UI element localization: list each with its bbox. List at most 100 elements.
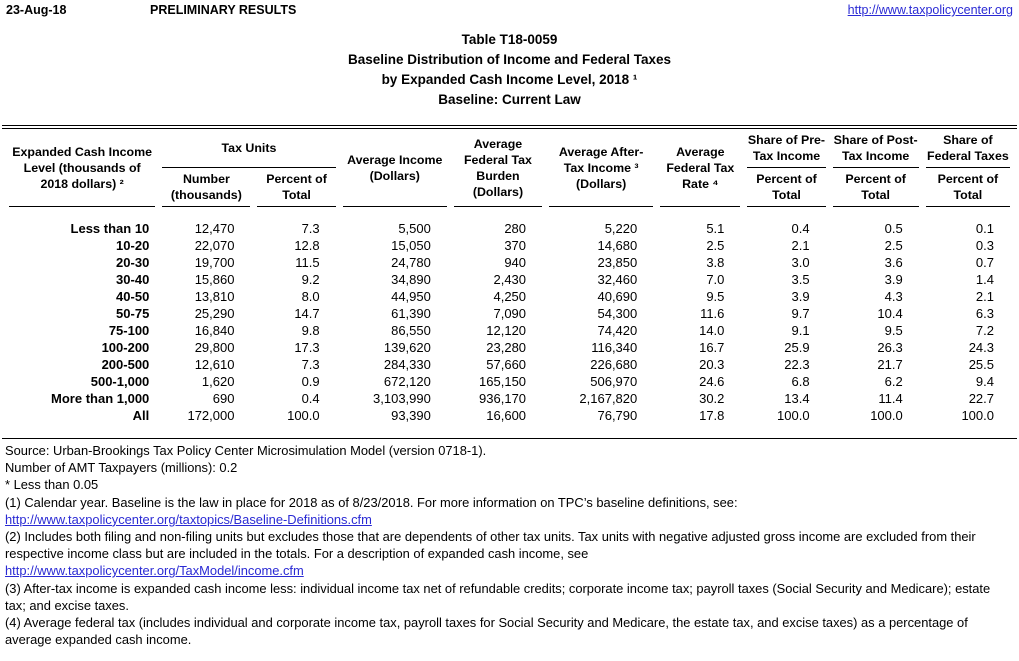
footnote-link[interactable]: http://www.taxpolicycenter.org/TaxModel/… xyxy=(5,563,304,579)
cell: 5,500 xyxy=(398,221,431,236)
col-header-avg-after-tax-income: Average After- Tax Income ³ (Dollars) xyxy=(549,129,654,207)
cell: 2.5 xyxy=(706,238,725,253)
row-label: 200-500 xyxy=(101,357,150,372)
row-label: 30-40 xyxy=(116,272,150,287)
sub-header-percent-of-total: Percent of Total xyxy=(257,168,336,207)
cell: 165,150 xyxy=(479,374,527,389)
cell: 25.9 xyxy=(784,340,810,355)
sub-header-percent-post-tax: Percent of Total xyxy=(832,168,919,207)
cell: 7.3 xyxy=(301,221,320,236)
table-top-rule xyxy=(2,125,1017,129)
cell: 12,120 xyxy=(486,323,527,338)
cell: 370 xyxy=(504,238,527,253)
cell: 23,850 xyxy=(597,255,638,270)
cell: 280 xyxy=(504,221,527,236)
col-header-income-level: Expanded Cash Income Level (thousands of… xyxy=(9,129,156,207)
cell: 93,390 xyxy=(391,408,431,423)
cell: 10.4 xyxy=(877,306,903,321)
cell: 8.0 xyxy=(301,289,320,304)
cell: 86,550 xyxy=(391,323,431,338)
cell: 0.1 xyxy=(975,221,994,236)
cell: 100.0 xyxy=(287,408,320,423)
cell: 57,660 xyxy=(486,357,527,372)
cell: 11.6 xyxy=(700,306,725,321)
col-header-avg-federal-tax-rate: Average Federal Tax Rate ⁴ xyxy=(660,129,741,207)
cell: 3.5 xyxy=(791,272,810,287)
sub-header-number-thousands: Number (thousands) xyxy=(162,168,251,207)
cell: 61,390 xyxy=(391,306,431,321)
footnotes: Source: Urban-Brookings Tax Policy Cente… xyxy=(0,439,1019,648)
row-label: 50-75 xyxy=(116,306,150,321)
cell: 0.9 xyxy=(301,374,320,389)
cell: 16,600 xyxy=(486,408,527,423)
cell: 4.3 xyxy=(884,289,903,304)
row-label: 75-100 xyxy=(108,323,150,338)
cell: 17.8 xyxy=(699,408,725,423)
cell: 16,840 xyxy=(194,323,235,338)
sub-header-percent-pre-tax: Percent of Total xyxy=(747,168,826,207)
cell: 936,170 xyxy=(479,391,527,406)
table-row: 30-40 15,860 9.2 34,890 2,430 32,460 7.0 3.5 3.9… xyxy=(9,271,1010,288)
cell: 15,050 xyxy=(391,238,431,253)
cell: 100.0 xyxy=(777,408,810,423)
col-header-avg-federal-tax-burden: Average Federal Tax Burden (Dollars) xyxy=(453,129,543,207)
cell: 32,460 xyxy=(597,272,638,287)
footnote-line: * Less than 0.05 xyxy=(5,477,99,493)
row-label: 10-20 xyxy=(116,238,150,253)
cell: 14,680 xyxy=(597,238,638,253)
cell: 506,970 xyxy=(590,374,638,389)
cell: 26.3 xyxy=(877,340,903,355)
cell: 22,070 xyxy=(194,238,235,253)
col-header-share-pre-tax: Share of Pre- Tax Income xyxy=(747,129,826,168)
row-label: All xyxy=(132,408,150,423)
cell: 30.2 xyxy=(699,391,725,406)
cell: 9.5 xyxy=(884,323,903,338)
row-label: 40-50 xyxy=(116,289,150,304)
cell: 284,330 xyxy=(383,357,431,372)
cell: 6.2 xyxy=(884,374,903,389)
footnote-line: Source: Urban-Brookings Tax Policy Cente… xyxy=(5,443,487,458)
cell: 100.0 xyxy=(870,408,903,423)
cell: 24,780 xyxy=(391,255,431,270)
distribution-table: Expanded Cash Income Level (thousands of… xyxy=(2,129,1017,424)
cell: 11.5 xyxy=(295,255,320,270)
cell: 20.3 xyxy=(699,357,725,372)
cell: 9.1 xyxy=(791,323,810,338)
cell: 5.1 xyxy=(706,221,725,236)
row-label: 500-1,000 xyxy=(90,374,150,389)
table-row: 50-75 25,290 14.7 61,390 7,090 54,300 11.6 9.7 1… xyxy=(9,305,1010,322)
cell: 7,090 xyxy=(493,306,527,321)
cell: 3.8 xyxy=(706,255,725,270)
cell: 2.1 xyxy=(975,289,994,304)
cell: 6.8 xyxy=(791,374,810,389)
table-number: Table T18-0059 xyxy=(461,32,558,47)
title-block: Table T18-0059 Baseline Distribution of … xyxy=(0,30,1019,110)
cell: 116,340 xyxy=(591,340,638,355)
cell: 17.3 xyxy=(294,340,320,355)
cell: 22.3 xyxy=(784,357,810,372)
cell: 24.6 xyxy=(699,374,725,389)
cell: 25.5 xyxy=(968,357,994,372)
cell: 40,690 xyxy=(597,289,638,304)
table-row: All 172,000 100.0 93,390 16,600 76,790 17.8 100… xyxy=(9,407,1010,424)
row-label: 20-30 xyxy=(116,255,150,270)
cell: 44,950 xyxy=(391,289,431,304)
table-body: Less than 10 12,470 7.3 5,500 280 5,220 5.1 0.4… xyxy=(9,207,1010,424)
table-row: More than 1,000 690 0.4 3,103,990 936,170 2,1… xyxy=(9,390,1010,407)
cell: 7.0 xyxy=(706,272,725,287)
site-link[interactable]: http://www.taxpolicycenter.org xyxy=(847,3,1013,17)
footnotes-top-rule xyxy=(2,438,1017,439)
cell: 2.5 xyxy=(884,238,903,253)
cell: 13,810 xyxy=(194,289,235,304)
table-row: 75-100 16,840 9.8 86,550 12,120 74,420 14.0 9.1… xyxy=(9,322,1010,339)
cell: 6.3 xyxy=(975,306,994,321)
title-line-2: by Expanded Cash Income Level, 2018 ¹ xyxy=(381,72,638,87)
cell: 3,103,990 xyxy=(373,391,431,406)
cell: 24.3 xyxy=(968,340,994,355)
cell: 76,790 xyxy=(597,408,638,423)
cell: 2,167,820 xyxy=(579,391,638,406)
cell: 5,220 xyxy=(604,221,638,236)
footnote-link[interactable]: http://www.taxpolicycenter.org/taxtopics… xyxy=(5,511,372,527)
col-group-tax-units: Tax Units xyxy=(162,129,336,168)
cell: 3.0 xyxy=(791,255,810,270)
